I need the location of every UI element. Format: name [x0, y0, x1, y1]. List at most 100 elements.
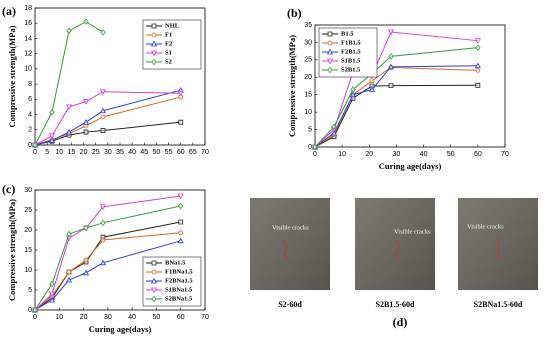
y-tick-label: 10 [24, 267, 32, 274]
data-point [82, 118, 90, 125]
legend-marker [326, 58, 334, 65]
data-point [475, 82, 481, 88]
y-tick-label: 2 [28, 127, 32, 134]
series-line [34, 121, 181, 146]
y-tick-label: 16 [24, 20, 32, 27]
y-tick-label: 8 [28, 81, 32, 88]
x-tick-label: 70 [201, 314, 209, 321]
y-axis-label: Compressive strength(MPa) [287, 35, 297, 137]
panel-label: (c) [2, 182, 15, 196]
series-line [34, 205, 181, 311]
legend-label: NHL [165, 22, 180, 29]
data-point [330, 129, 338, 136]
data-point [177, 202, 184, 210]
x-tick-label: 30 [104, 149, 112, 156]
x-tick-label: 65 [189, 149, 197, 156]
data-point [388, 53, 394, 60]
y-tick-label: 25 [304, 57, 312, 64]
x-tick-label: 55 [165, 149, 173, 156]
data-point [387, 63, 395, 70]
legend-marker [327, 40, 333, 46]
data-point [388, 83, 394, 89]
x-tick-label: 15 [68, 149, 76, 156]
data-point [99, 259, 107, 266]
crack-mark [282, 239, 290, 262]
specimen-photo [355, 198, 435, 290]
legend-label: S2BNa1.5 [165, 295, 193, 302]
legend-label: F1B1.5 [341, 39, 361, 46]
data-point [49, 109, 55, 116]
legend-marker [327, 66, 333, 74]
x-tick-label: 50 [153, 149, 161, 156]
series-line [314, 65, 478, 148]
x-tick-label: 10 [338, 151, 346, 158]
x-tick-label: 20 [80, 149, 88, 156]
data-point [66, 230, 72, 238]
y-tick-label: 14 [24, 35, 32, 42]
x-tick-label: 0 [313, 151, 317, 158]
x-tick-label: 30 [104, 314, 112, 321]
series-line [34, 221, 181, 311]
data-point [99, 89, 107, 95]
data-point [387, 29, 395, 36]
data-point [48, 291, 56, 298]
data-point [66, 27, 72, 35]
x-tick-label: 60 [474, 151, 482, 158]
y-tick-label: 35 [304, 22, 312, 29]
data-point [475, 67, 481, 73]
photo-caption: S2B1.5-60d [376, 300, 415, 309]
data-point [99, 204, 107, 211]
x-tick-label: 10 [55, 314, 63, 321]
data-point [368, 86, 376, 92]
data-point [350, 86, 356, 93]
y-tick-label: 15 [24, 247, 32, 254]
panel-label: (a) [2, 4, 16, 18]
data-point [331, 123, 337, 131]
data-point [100, 219, 106, 227]
x-axis-label: Curing age(days) [89, 324, 152, 334]
legend-marker [151, 260, 157, 266]
plot-frame [314, 24, 506, 148]
data-point [83, 18, 89, 25]
legend-marker [151, 58, 157, 66]
y-axis-label: Compressive strength(MPa) [7, 25, 17, 127]
x-tick-label: 0 [33, 314, 37, 321]
data-point [100, 114, 106, 120]
data-point [100, 128, 106, 133]
specimen-photo [458, 198, 538, 290]
legend-marker [150, 50, 158, 57]
legend-label: S1B1.5 [341, 57, 361, 64]
y-tick-label: 30 [24, 187, 32, 194]
data-point [178, 219, 184, 225]
x-tick-label: 50 [447, 151, 455, 158]
data-point [100, 29, 106, 36]
panel-label: (b) [287, 6, 302, 20]
data-point [32, 141, 38, 149]
data-point [369, 78, 375, 84]
photo: Visible cracks S2-60d [250, 198, 330, 309]
series-line [34, 195, 181, 311]
x-tick-label: 0 [33, 149, 37, 156]
x-tick-label: 5 [45, 149, 49, 156]
data-point [32, 306, 38, 314]
x-tick-label: 60 [177, 149, 185, 156]
data-point [82, 99, 90, 105]
legend-label: B1.5 [341, 30, 354, 37]
y-tick-label: 15 [304, 92, 312, 99]
y-tick-label: 12 [24, 51, 32, 58]
data-point [312, 143, 318, 151]
photo-caption: S2BNa1.5-60d [474, 300, 523, 309]
data-point [83, 123, 89, 129]
x-tick-label: 70 [201, 149, 209, 156]
y-tick-label: 0 [28, 307, 32, 314]
x-tick-label: 70 [501, 151, 509, 158]
x-tick-label: 30 [393, 151, 401, 158]
legend-marker [150, 40, 158, 47]
legend-marker [151, 32, 157, 38]
legend-label: F2B1.5 [341, 48, 361, 55]
data-point [474, 38, 481, 44]
photo: Visible cracks S2B1.5-60d [355, 198, 435, 309]
legend-label: S1BNa1.5 [165, 286, 193, 293]
x-tick-label: 40 [128, 314, 136, 321]
